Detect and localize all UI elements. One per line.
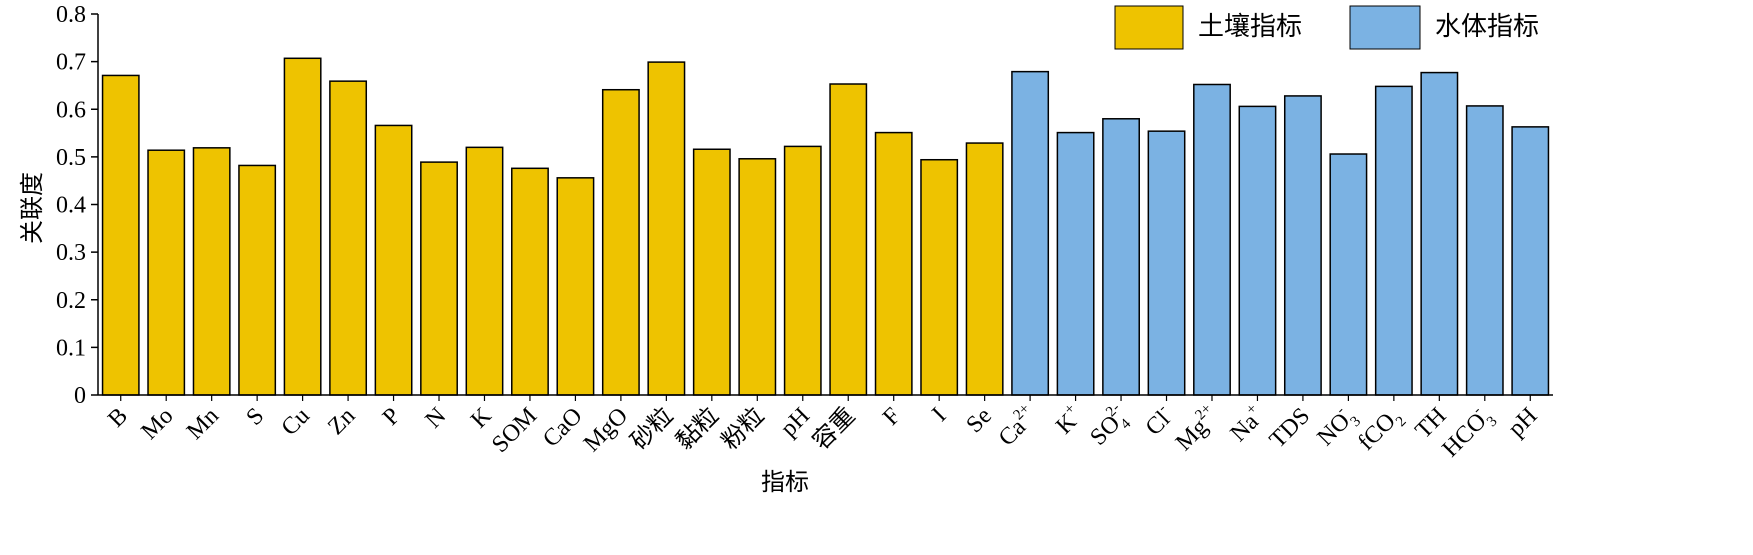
x-category-label: fCO2 [1353,403,1409,459]
water-bar [1056,131,1095,396]
x-category-label: I [927,403,951,427]
x-category-label: P [378,403,406,431]
label-base: NO [1312,408,1355,451]
y-tick-label: 0.7 [56,50,86,76]
x-category-label: Cu [277,403,315,441]
y-axis: 0 0.1 0.2 0.3 0.4 0.5 0.6 0.7 0.8 [56,2,99,409]
soil-bar [283,57,322,396]
bars-group [101,57,1550,396]
soil-bar [738,158,777,396]
soil-bar [601,88,640,396]
x-category-label: N [421,403,452,434]
water-bar [1374,85,1413,396]
y-tick-label: 0.6 [56,97,86,123]
y-tick-label: 0.5 [56,145,86,171]
y-tick-label: 0.3 [56,240,86,266]
y-tick-label: 0.2 [56,288,86,314]
soil-bar [874,131,913,396]
label-base: Cl [1141,406,1176,441]
x-axis [98,394,1553,401]
water-bar [1238,105,1277,396]
soil-bar [238,164,277,396]
y-axis-title: 关联度 [18,172,46,244]
x-category-label: NO3- [1310,400,1365,455]
x-category-label: SOM [487,403,542,458]
water-bar [1283,95,1322,396]
soil-bar [692,148,731,396]
water-bar [1465,105,1504,396]
x-category-label: Se [961,403,996,438]
soil-bar [511,167,549,396]
label-base: Mg [1171,414,1213,456]
soil-bar [465,146,504,396]
soil-bar [965,142,1004,396]
legend-swatch-soil [1114,5,1184,50]
x-category-label: CaO [538,403,587,452]
soil-bar [647,61,686,396]
y-tick-label: 0.1 [56,335,86,361]
soil-bar [192,147,231,396]
x-category-label: 容重 [807,402,860,455]
label-base: fCO [1353,408,1401,456]
x-category-label: S [242,403,270,431]
label-base: pH [1503,403,1542,442]
y-tick-label: 0.8 [56,2,86,28]
x-category-label: HCO3- [1435,400,1501,466]
legend-swatch-water [1349,5,1421,50]
soil-bar [329,80,368,396]
soil-bar [829,83,868,396]
x-category-label: F [878,403,906,431]
x-category-label: Na+ [1223,401,1269,447]
x-category-label: 粉粒 [717,402,770,455]
soil-bar [556,177,595,396]
x-category-label: 砂粒 [626,402,679,455]
x-category-label: B [103,403,133,433]
water-bar [1329,153,1368,396]
x-category-label: Mo [136,403,178,445]
soil-bar [101,74,140,396]
label-base: SO [1085,411,1125,451]
water-bar [1193,83,1231,396]
legend-label-water: 水体指标 [1435,12,1539,42]
soil-bar [920,158,959,396]
x-category-label: K+ [1049,401,1088,440]
water-bar [1102,118,1140,396]
water-bar [1147,130,1186,396]
x-category-label: 黏粒 [671,402,724,455]
soil-bar [783,145,822,396]
x-category-label: pH [1503,403,1542,442]
x-category-label: TDS [1265,403,1315,453]
x-category-label: SO42- [1083,400,1137,454]
x-category-label: MgO [579,403,633,457]
x-axis-title: 指标 [761,468,809,496]
legend-label-soil: 土壤指标 [1198,12,1302,42]
soil-bar [420,161,458,396]
soil-bar [374,124,413,396]
x-category-label: Ca2+ [992,401,1043,452]
y-tick-label: 0 [74,383,86,409]
water-bar [1420,71,1459,396]
y-tick-label: 0.4 [56,193,86,219]
x-category-label: Mg2+ [1169,401,1224,456]
soil-bar [147,149,186,396]
x-category-label: Zn [323,403,360,440]
water-bar [1011,70,1050,396]
label-base: Ca [994,414,1031,451]
legend: 土壤指标 水体指标 [1114,5,1539,50]
x-category-label: Mn [182,403,224,445]
water-bar [1511,126,1550,396]
label-base: TDS [1265,403,1315,453]
x-category-label: K [466,402,497,433]
